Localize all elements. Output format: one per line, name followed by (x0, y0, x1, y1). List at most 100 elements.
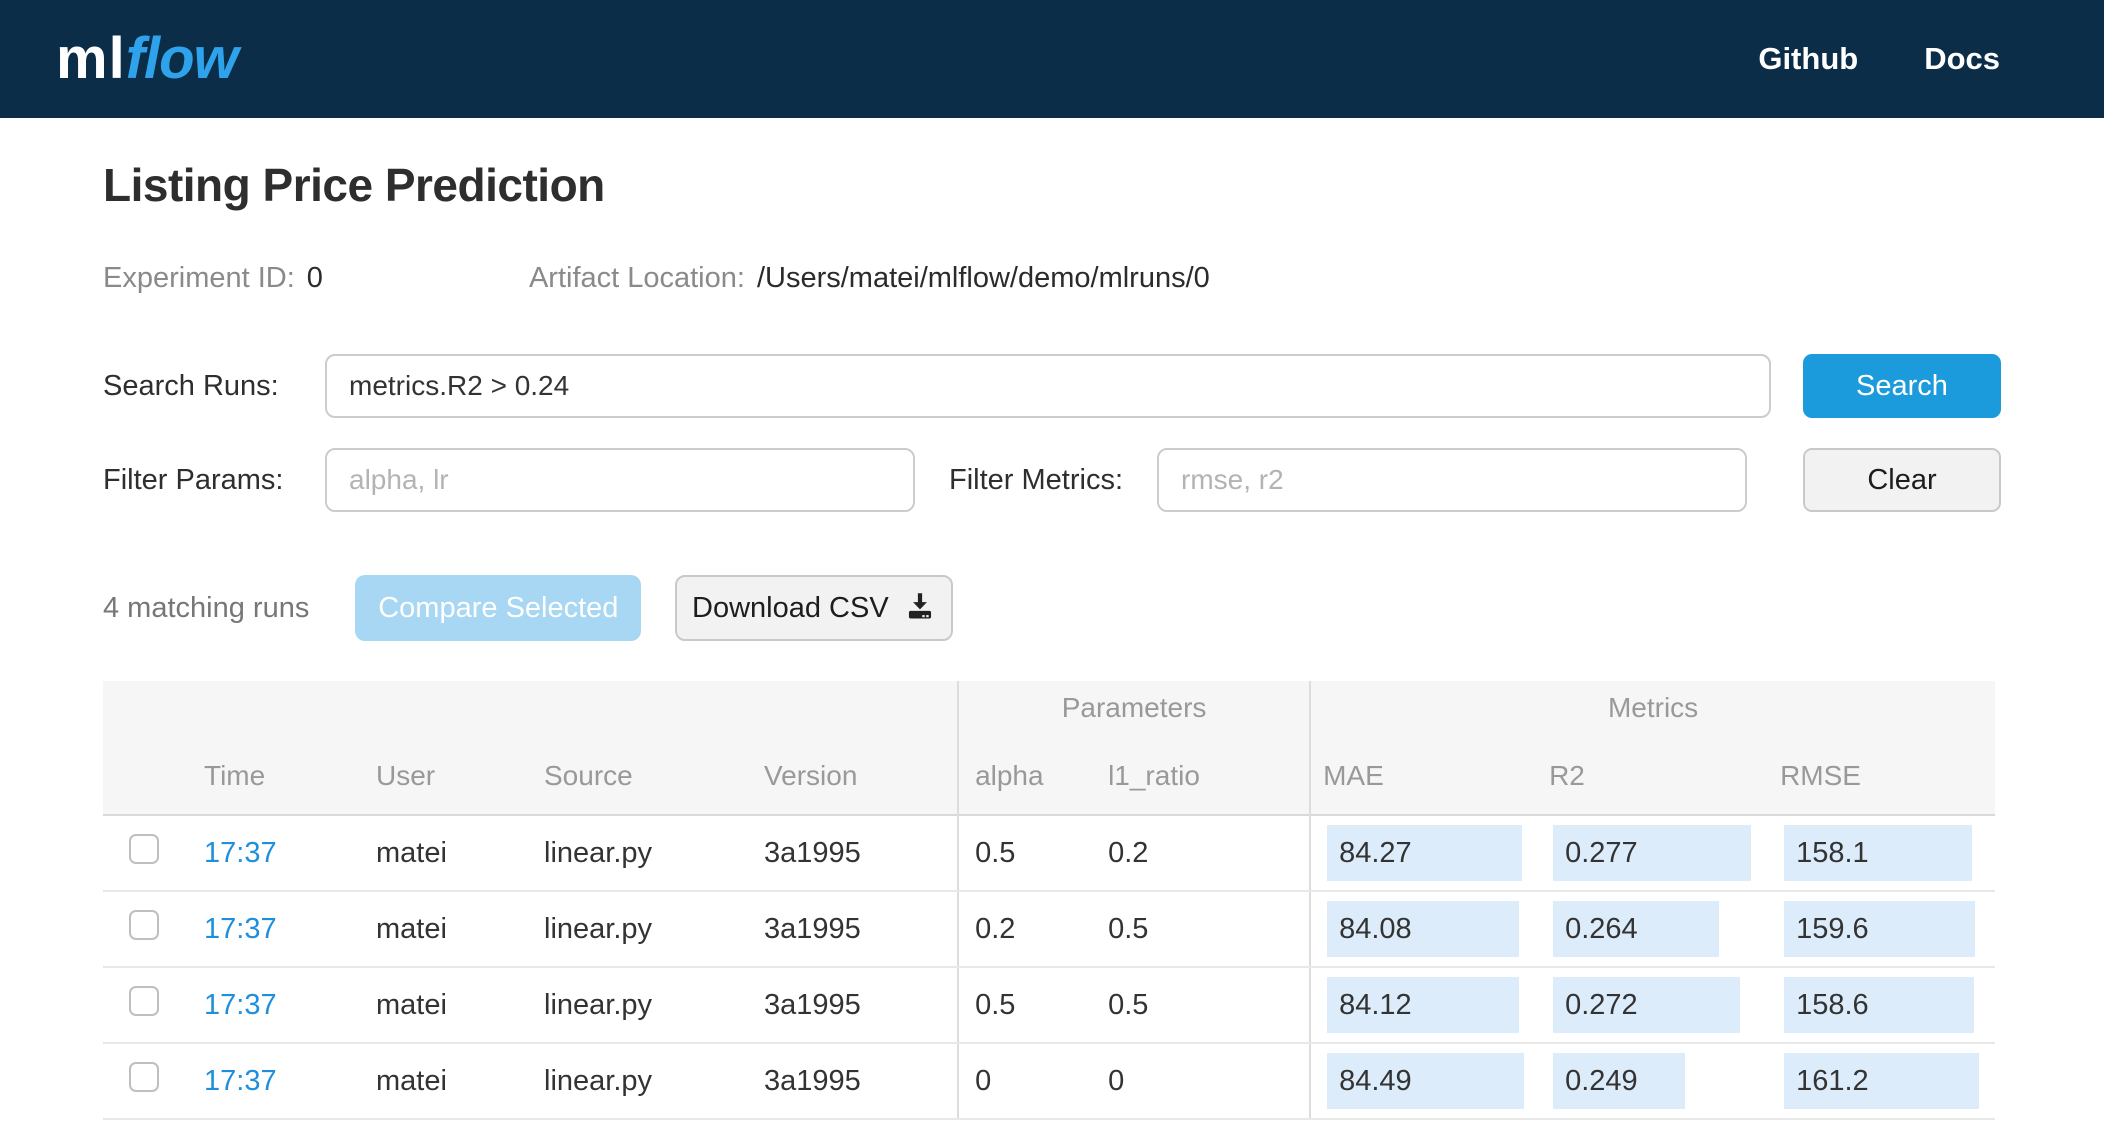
run-l1-ratio-cell: 0 (1092, 1043, 1311, 1120)
artifact-location-pair: Artifact Location: /Users/matei/mlflow/d… (529, 262, 1210, 295)
column-header-source: Source (528, 737, 748, 815)
run-checkbox[interactable] (129, 910, 159, 940)
table-row: 17:37 matei linear.py 3a1995 0 0 84.49 0… (103, 1043, 1996, 1120)
r2-value-bar: 0.272 (1553, 977, 1741, 1033)
run-rmse-cell: 158.6 (1768, 967, 1996, 1044)
run-version-cell: 3a1995 (748, 891, 959, 968)
table-row: 17:37 matei linear.py 3a1995 0.2 0.5 84.… (103, 891, 1996, 968)
column-header-user: User (360, 737, 528, 815)
download-icon (903, 589, 937, 631)
mae-value-bar: 84.12 (1327, 977, 1520, 1033)
rmse-value-bar: 158.6 (1784, 977, 1975, 1033)
mlflow-logo-flow: flow (125, 26, 239, 91)
run-checkbox[interactable] (129, 834, 159, 864)
filter-metrics-input[interactable] (1157, 448, 1747, 512)
experiment-id-label: Experiment ID: (103, 262, 295, 294)
experiment-id-pair: Experiment ID: 0 (103, 262, 323, 295)
runs-table: Parameters Metrics Time User Source Vers… (103, 681, 1996, 1120)
artifact-location-label: Artifact Location: (528, 262, 745, 294)
run-r2-cell: 0.264 (1537, 891, 1769, 968)
run-version-cell: 3a1995 (748, 814, 959, 892)
run-source-cell: linear.py (528, 814, 748, 892)
filter-params-input[interactable] (325, 448, 915, 512)
table-group-header-row: Parameters Metrics (103, 681, 1996, 737)
checkbox-cell (103, 891, 188, 968)
run-rmse-cell: 161.2 (1768, 1043, 1996, 1120)
mae-value-bar: 84.49 (1327, 1053, 1525, 1109)
column-header-checkbox (103, 737, 188, 815)
r2-value-bar: 0.249 (1553, 1053, 1686, 1109)
column-header-l1-ratio: l1_ratio (1092, 737, 1311, 815)
clear-button[interactable]: Clear (1803, 448, 2001, 512)
artifact-location-value: /Users/matei/mlflow/demo/mlruns/0 (756, 262, 1210, 294)
run-source-cell: linear.py (528, 967, 748, 1044)
compare-selected-button[interactable]: Compare Selected (355, 575, 642, 641)
mae-value-bar: 84.27 (1327, 825, 1523, 881)
run-l1-ratio-cell: 0.5 (1092, 967, 1311, 1044)
run-time-link[interactable]: 17:37 (204, 988, 277, 1021)
search-runs-input[interactable] (325, 354, 1771, 418)
nav-link-github[interactable]: Github (1758, 41, 1859, 76)
filter-row: Filter Params: Filter Metrics: Clear (103, 447, 2001, 513)
group-header-metrics: Metrics (1309, 681, 1996, 737)
run-l1-ratio-cell: 0.2 (1092, 814, 1311, 892)
run-l1-ratio-cell: 0.5 (1092, 891, 1311, 968)
rmse-value-bar: 158.1 (1784, 825, 1973, 881)
download-csv-label: Download CSV (692, 591, 889, 624)
run-time-link[interactable]: 17:37 (204, 836, 277, 869)
download-csv-button[interactable]: Download CSV (675, 575, 954, 641)
column-header-time: Time (188, 737, 360, 815)
run-time-link[interactable]: 17:37 (204, 1064, 277, 1097)
run-rmse-cell: 158.1 (1768, 814, 1996, 892)
group-header-parameters: Parameters (957, 681, 1311, 737)
rmse-value-bar: 161.2 (1784, 1053, 1980, 1109)
mlflow-logo: mlflow (56, 30, 239, 88)
checkbox-cell (103, 967, 188, 1044)
column-header-mae: MAE (1309, 737, 1538, 815)
run-checkbox[interactable] (129, 1062, 159, 1092)
column-header-version: Version (748, 737, 959, 815)
search-button[interactable]: Search (1803, 354, 2001, 418)
main-content: Listing Price Prediction Experiment ID: … (0, 158, 2104, 1120)
mae-value-bar: 84.08 (1327, 901, 1520, 957)
run-time-cell: 17:37 (188, 814, 360, 892)
rmse-value-bar: 159.6 (1784, 901, 1976, 957)
column-header-rmse: RMSE (1768, 737, 1996, 815)
run-time-cell: 17:37 (188, 967, 360, 1044)
page-title: Listing Price Prediction (103, 159, 605, 211)
run-version-cell: 3a1995 (748, 1043, 959, 1120)
run-checkbox[interactable] (129, 986, 159, 1016)
run-alpha-cell: 0.5 (957, 967, 1093, 1044)
run-r2-cell: 0.272 (1537, 967, 1769, 1044)
r2-value-bar: 0.277 (1553, 825, 1752, 881)
run-user-cell: matei (360, 891, 528, 968)
search-runs-label: Search Runs: (103, 369, 279, 402)
actions-row: 4 matching runs Compare Selected Downloa… (103, 575, 2001, 641)
run-user-cell: matei (360, 814, 528, 892)
top-navigation-bar: mlflow Github Docs (0, 0, 2104, 118)
run-version-cell: 3a1995 (748, 967, 959, 1044)
search-runs-row: Search Runs: Search (103, 353, 2001, 419)
column-header-r2: R2 (1537, 737, 1769, 815)
filter-params-label: Filter Params: (103, 463, 284, 496)
run-source-cell: linear.py (528, 891, 748, 968)
run-source-cell: linear.py (528, 1043, 748, 1120)
run-user-cell: matei (360, 967, 528, 1044)
experiment-id-value: 0 (306, 262, 323, 294)
table-row: 17:37 matei linear.py 3a1995 0.5 0.5 84.… (103, 967, 1996, 1044)
column-header-alpha: alpha (957, 737, 1093, 815)
run-rmse-cell: 159.6 (1768, 891, 1996, 968)
table-column-header-row: Time User Source Version alpha l1_ratio … (103, 737, 1996, 815)
run-user-cell: matei (360, 1043, 528, 1120)
top-nav-links: Github Docs (1758, 41, 2000, 77)
checkbox-cell (103, 814, 188, 892)
nav-link-docs[interactable]: Docs (1924, 41, 2000, 76)
run-alpha-cell: 0.2 (957, 891, 1093, 968)
run-r2-cell: 0.277 (1537, 814, 1769, 892)
run-r2-cell: 0.249 (1537, 1043, 1769, 1120)
run-mae-cell: 84.08 (1309, 891, 1538, 968)
checkbox-cell (103, 1043, 188, 1120)
run-alpha-cell: 0 (957, 1043, 1093, 1120)
run-alpha-cell: 0.5 (957, 814, 1093, 892)
run-time-link[interactable]: 17:37 (204, 912, 277, 945)
